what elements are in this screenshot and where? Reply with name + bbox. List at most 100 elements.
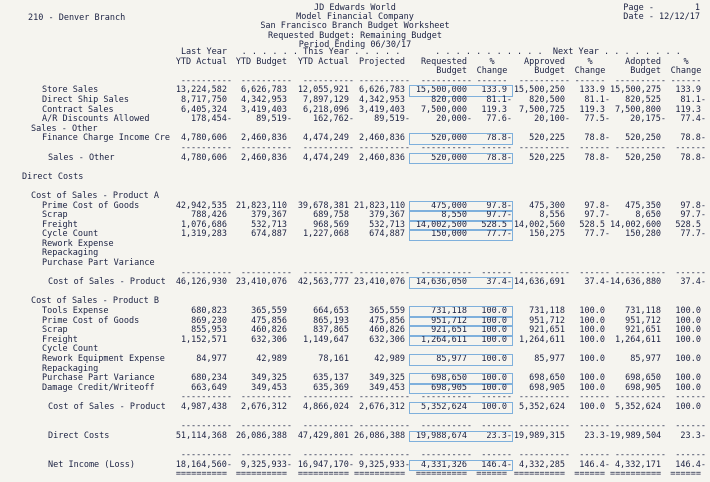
cell-adopted-budget: 520,250 [625, 152, 661, 163]
report-date: 12/12/17 [659, 12, 700, 23]
requested-budget-field[interactable]: 15,500,000 133.9 [409, 85, 513, 97]
cell-approved-pct-change: 100.0 [579, 315, 605, 326]
requested-budget-field[interactable]: 475,000 97.8- [409, 200, 513, 213]
period-ending: Period Ending 06/30/17 [298, 39, 412, 50]
cell-approved-budget: 921,651 [529, 325, 565, 336]
cell-adopted-pct-change [666, 249, 706, 259]
cell-ytd-budget: 2,460,836 [240, 152, 287, 163]
cell-projected [354, 288, 410, 298]
account-label: Direct Costs [22, 171, 84, 182]
section-row: Sales - Other [4, 124, 706, 135]
requested-budget-field[interactable]: 150,000 77.7- [409, 229, 513, 241]
report-header: 210 - Denver Branch JD Edwards World Mod… [4, 2, 706, 50]
cell-projected: 460,826 [369, 325, 405, 336]
cell-requested-pct-change: 146.4- [481, 459, 512, 470]
cell-adopted-budget: 1,264,611 [614, 334, 661, 345]
cell-adopted-pct-change [666, 163, 706, 173]
account-label: Repackaging [42, 363, 99, 374]
account-label: Cost of Sales - Product [48, 401, 166, 412]
cell-requested-pct-change: 97.8- [486, 200, 512, 211]
cell-approved-budget: 14,002,560 [513, 219, 565, 230]
cell-last-year-ytd-actual: 788,426 [191, 210, 227, 221]
requested-budget-field[interactable]: 85,977 100.0 [409, 354, 513, 366]
cell-last-year-ytd-actual: 4,780,606 [180, 152, 227, 163]
requested-budget-field[interactable]: 921,651 100.0 [409, 325, 513, 337]
report-body: Store Sales 13,224,582 6,626,783 12,055,921… [4, 85, 706, 480]
requested-budget-field[interactable]: 520,000 78.8- [409, 133, 513, 145]
requested-budget-field[interactable]: 698,905 100.0 [409, 382, 513, 395]
account-label: Scrap [42, 325, 68, 336]
cell-last-year-ytd-actual [172, 182, 232, 192]
cell-adopted-budget: 19,989,504 [610, 430, 662, 441]
cell-adopted-budget: ---------- [614, 449, 666, 460]
requested-budget-field[interactable]: 520,000 78.8- [409, 152, 513, 165]
account-label: Repackaging [42, 248, 99, 259]
cell-approved-pct-change: ------ [579, 421, 610, 432]
requested-budget-field[interactable]: 8,550 97.7- [409, 210, 513, 222]
requested-budget-field[interactable]: 19,988,674 23.3- [409, 430, 513, 443]
cell-projected: 3,419,403 [358, 104, 405, 115]
cell-this-year-ytd-actual: 837,865 [313, 325, 349, 336]
cell-approved-pct-change: 119.3 [579, 104, 605, 115]
cell-this-year-ytd-actual: 1,227,068 [302, 229, 349, 240]
requested-budget-field[interactable]: 951,712 100.0 [409, 315, 513, 328]
total-row: Direct Costs 51,114,368 26,086,388 47,429,8… [4, 430, 706, 443]
cell-adopted-pct-change: 100.0 [675, 334, 701, 345]
account-label: Cycle Count [42, 229, 99, 240]
cell-approved-pct-change: 97.7- [584, 210, 610, 221]
cell-projected: ---------- [358, 392, 410, 403]
cell-ytd-budget: 632,306 [251, 334, 287, 345]
requested-budget-field[interactable]: 4,331,326 146.4- [409, 459, 513, 472]
requested-budget-field[interactable]: 731,118 100.0 [409, 306, 513, 318]
cell-approved-pct-change: 78.8- [584, 133, 610, 144]
requested-budget-field[interactable]: 5,352,624 100.0 [409, 401, 513, 414]
cell-requested-pct-change: 133.9 [481, 85, 507, 96]
requested-budget-field[interactable]: 14,002,500 528.5 [409, 219, 513, 232]
requested-budget-field[interactable]: 698,650 100.0 [409, 373, 513, 385]
cell-adopted-pct-change: 100.0 [675, 382, 701, 393]
cell-requested-budget: 520,000 [431, 133, 467, 144]
cell-approved-budget: 19,989,315 [513, 430, 565, 441]
cell-approved-pct-change: 100.0 [579, 401, 605, 412]
report-row: Tools Expense 680,823 365,559 664,653 365,55… [4, 306, 706, 318]
cell-projected: 23,410,076 [354, 277, 406, 288]
cell-last-year-ytd-actual: ---------- [180, 421, 232, 432]
cell-requested-pct-change: 78.8- [486, 152, 512, 163]
cell-approved-budget: 8,556 [539, 210, 565, 221]
cell-ytd-budget: ---------- [240, 267, 292, 278]
table-header-row3: Budget Change Budget Change Budget Change [4, 67, 706, 77]
cell-last-year-ytd-actual: 680,823 [191, 306, 227, 317]
cell-requested-pct-change: 100.0 [481, 306, 507, 317]
cell-adopted-budget: 150,280 [625, 229, 661, 240]
cell-last-year-ytd-actual: 1,152,571 [180, 334, 227, 345]
requested-budget-field[interactable]: 1,264,611 100.0 [409, 334, 513, 347]
cell-approved-pct-change: 97.8- [584, 200, 610, 211]
account-label: Cycle Count [42, 344, 99, 355]
cell-projected: 532,713 [369, 219, 405, 230]
cell-adopted-budget: 921,651 [625, 325, 661, 336]
cell-approved-pct-change: 146.4- [579, 459, 610, 470]
cell-last-year-ytd-actual: 1,076,686 [180, 219, 227, 230]
table-header-row2: YTD Actual YTD Budget YTD Actual Projected R… [4, 57, 706, 68]
cell-requested-budget: 5,352,624 [420, 401, 467, 412]
cell-adopted-budget: 951,712 [625, 315, 661, 326]
cell-this-year-ytd-actual [292, 163, 354, 173]
requested-budget-field[interactable]: 14,636,050 37.4- [409, 277, 513, 289]
cell-last-year-ytd-actual: 51,114,368 [175, 430, 227, 441]
cell-ytd-budget: ---------- [240, 392, 292, 403]
cell-adopted-pct-change: 78.8- [680, 133, 706, 144]
cell-requested-pct-change: ====== [476, 469, 507, 480]
cell-requested-budget [410, 182, 472, 192]
cell-this-year-ytd-actual: 16,947,170- [297, 459, 354, 470]
sep-row: ---------- ---------- ---------- ----------… [4, 422, 706, 432]
date-label: Date - [623, 12, 654, 23]
cell-projected: 379,367 [369, 210, 405, 221]
cell-ytd-budget: 674,887 [251, 229, 287, 240]
cell-ytd-budget [232, 163, 292, 173]
account-label: Freight [42, 219, 78, 230]
cell-requested-budget: 8,550 [441, 210, 467, 221]
cell-adopted-pct-change: 100.0 [675, 401, 701, 412]
report-row: Prime Cost of Goods 869,230 475,856 865,193… [4, 315, 706, 328]
account-label: Direct Ship Sales [42, 94, 129, 105]
report-row: Direct Ship Sales 8,717,750 4,342,953 7,897… [4, 94, 706, 106]
